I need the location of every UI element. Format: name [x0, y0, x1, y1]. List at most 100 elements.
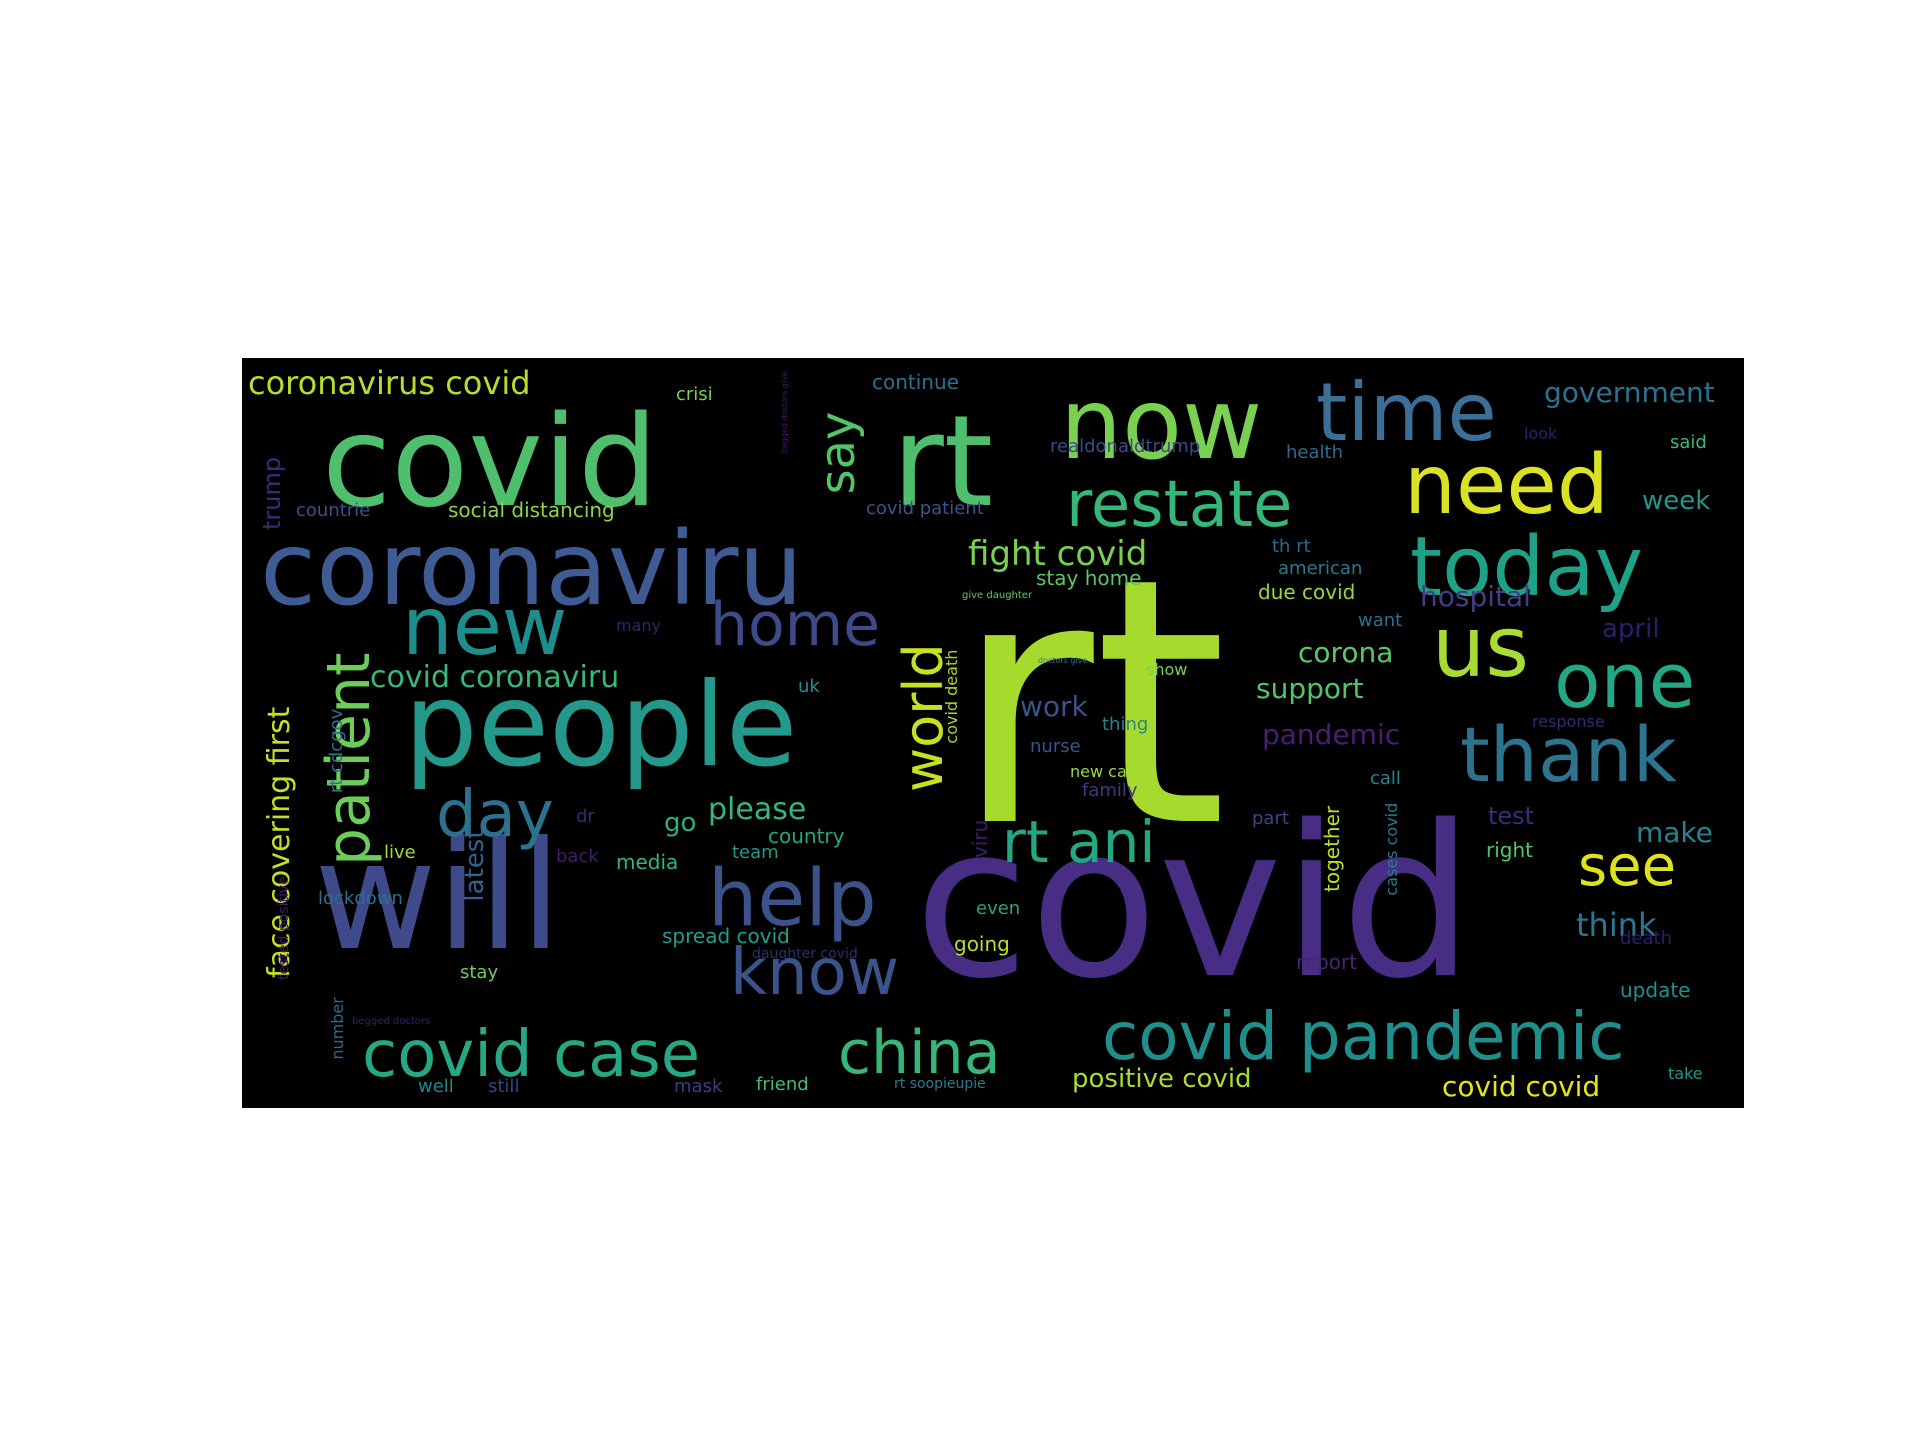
word-coronaviru: coronaviru — [260, 510, 803, 629]
word-even: even — [976, 898, 1020, 919]
word-part: part — [1252, 808, 1289, 829]
word-new-case: new case — [1070, 762, 1145, 781]
word-time: time — [1316, 366, 1497, 459]
word-due-covid: due covid — [1258, 580, 1355, 604]
word-th-rt: th rt — [1272, 536, 1311, 557]
word-uk: uk — [798, 676, 820, 697]
word-spread-covid: spread covid — [662, 924, 790, 948]
word-mask: mask — [674, 1076, 723, 1097]
word-tested-positive: tested positive — [276, 876, 292, 980]
word-countrie: countrie — [296, 500, 370, 521]
word-see: see — [1578, 834, 1676, 899]
word-back: back — [556, 846, 599, 867]
word-covid-pandemic: covid pandemic — [1102, 998, 1625, 1075]
word-home: home — [710, 590, 880, 660]
word-take: take — [1668, 1064, 1703, 1083]
word-right: right — [1486, 838, 1533, 862]
word-dr: dr — [576, 806, 595, 827]
word-report: report — [1296, 950, 1357, 974]
word-corona: corona — [1298, 636, 1393, 669]
word-daughter-covid: daughter covid — [752, 946, 858, 962]
word-nurse: nurse — [1030, 736, 1081, 757]
word-rt-cdcgov: rt cdcgov — [326, 708, 347, 793]
word-thing: thing — [1102, 714, 1148, 735]
word-cases-covid: cases covid — [1382, 803, 1401, 896]
word-country: country — [768, 824, 845, 848]
word-rt: rt — [892, 388, 993, 535]
word-rt-ani: rt ani — [1002, 808, 1155, 876]
word-patient: patient — [314, 652, 384, 866]
word-begged-doctors: begged doctors — [352, 1016, 430, 1027]
word-know: know — [730, 936, 899, 1010]
word-media: media — [616, 850, 678, 874]
word-many: many — [616, 616, 661, 635]
word-world: world — [892, 643, 955, 792]
word-china: china — [838, 1018, 1000, 1088]
word-stay-home: stay home — [1036, 566, 1141, 590]
word-hospital: hospital — [1420, 580, 1531, 613]
word-say: say — [810, 412, 866, 495]
word-begged-doctors-give: begged doctors give — [780, 371, 789, 453]
word-make: make — [1636, 816, 1713, 849]
word-think: think — [1576, 906, 1657, 944]
word-realdonaldtrump: realdonaldtrump — [1050, 436, 1200, 457]
word-restate: restate — [1066, 468, 1292, 542]
word-will: will — [314, 810, 562, 984]
word-go: go — [664, 808, 696, 838]
word-number: number — [328, 997, 347, 1060]
word-look: look — [1524, 424, 1558, 443]
word-live: live — [384, 842, 416, 863]
word-covid-death: covid death — [942, 650, 961, 744]
word-government: government — [1544, 376, 1715, 409]
word-today: today — [1410, 520, 1643, 615]
word-now: now — [1060, 368, 1262, 482]
word-covid-case: covid case — [362, 1018, 700, 1092]
word-support: support — [1256, 672, 1364, 705]
word-update: update — [1620, 978, 1690, 1002]
word-social-distancing: social distancing — [448, 498, 615, 522]
word-health: health — [1286, 442, 1343, 463]
word-coronavirus-covid: coronavirus covid — [248, 364, 531, 402]
word-trump: trump — [258, 457, 286, 530]
word-call: call — [1370, 768, 1401, 789]
word-cloud: rt covid covid rt will coronaviru people now tim… — [242, 358, 1744, 1108]
word-latest: latest — [460, 829, 490, 902]
word-want: want — [1358, 610, 1402, 631]
word-show: show — [1146, 660, 1187, 679]
word-well: well — [418, 1076, 454, 1097]
word-rt: rt — [954, 506, 1227, 902]
word-new: new — [402, 580, 567, 673]
word-continue: continue — [872, 370, 959, 394]
word-please: please — [708, 792, 806, 827]
word-team: team — [732, 842, 779, 863]
word-together: together — [1320, 805, 1344, 892]
word-covid: covid — [914, 780, 1474, 1025]
word-covid-covid: covid covid — [1442, 1070, 1600, 1103]
word-april: april — [1602, 614, 1660, 644]
word-one: one — [1554, 636, 1695, 725]
word-friend: friend — [756, 1074, 809, 1095]
word-going: going — [954, 932, 1010, 956]
word-positive-covid: positive covid — [1072, 1064, 1252, 1094]
word-lockdown: lockdown — [318, 888, 403, 909]
word-crisi: crisi — [676, 384, 713, 405]
word-thank: thank — [1460, 710, 1677, 799]
word-face-covering-first: face covering first — [262, 706, 297, 978]
word-us: us — [1432, 598, 1529, 696]
word-help: help — [708, 854, 877, 944]
word-need: need — [1404, 438, 1609, 533]
word-pandemic: pandemic — [1262, 718, 1400, 751]
word-fight-covid: fight covid — [968, 534, 1147, 574]
word-covid-patient: covid patient — [866, 498, 984, 519]
word-covid-coronaviru: covid coronaviru — [370, 660, 619, 695]
word-week: week — [1642, 486, 1710, 516]
word-stay: stay — [460, 962, 498, 983]
word-said: said — [1670, 432, 1707, 453]
word-death: death — [1620, 928, 1672, 949]
word-work: work — [1020, 690, 1089, 723]
word-doctors-give: doctors give — [1038, 656, 1087, 665]
word-rt-soopieupie: rt soopieupie — [894, 1076, 986, 1092]
word-response: response — [1532, 712, 1605, 731]
word-day: day — [436, 778, 554, 852]
